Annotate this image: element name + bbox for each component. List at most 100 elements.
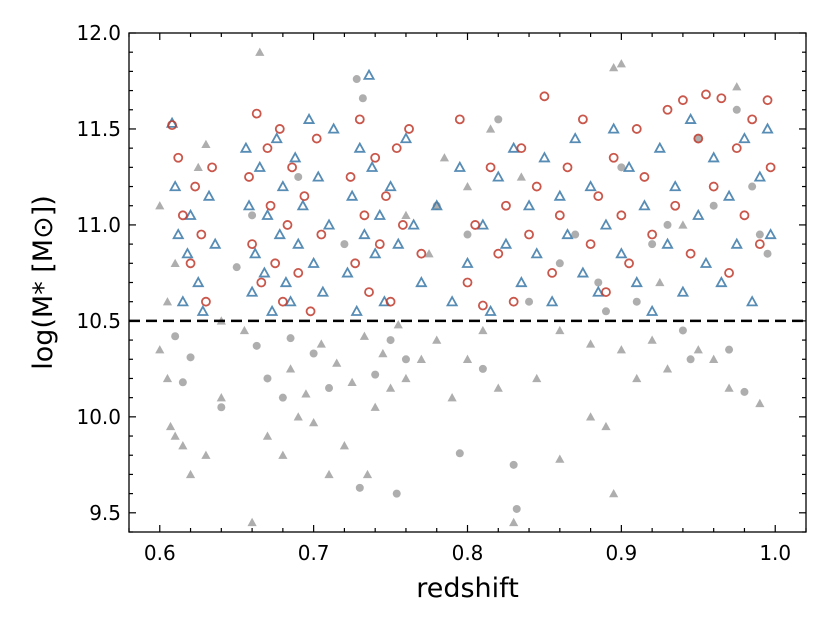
point-red-circle-open-45	[516, 143, 527, 154]
point-blue-triangle-open-30	[322, 218, 336, 230]
point-blue-triangle-open-55	[507, 141, 520, 153]
point-gray-triangle-filled-20	[416, 354, 426, 363]
point-gray-triangle-filled-17	[370, 402, 380, 411]
point-gray-triangle-filled-14	[324, 469, 334, 479]
point-blue-triangle-open-83	[722, 189, 736, 201]
point-gray-triangle-filled-63	[439, 153, 450, 162]
point-red-circle-open-3	[185, 258, 196, 269]
point-red-circle-open-42	[493, 248, 504, 259]
point-blue-triangle-open-88	[761, 122, 774, 134]
point-gray-circle-filled-3	[217, 403, 226, 412]
point-red-circle-open-2	[177, 210, 188, 221]
point-blue-triangle-open-34	[350, 304, 363, 316]
point-gray-triangle-filled-2	[162, 373, 173, 383]
point-gray-triangle-filled-21	[432, 335, 442, 344]
point-gray-triangle-filled-35	[693, 345, 703, 354]
point-blue-triangle-open-56	[515, 276, 528, 288]
point-gray-circle-filled-26	[617, 163, 626, 172]
point-gray-circle-filled-5	[263, 374, 272, 383]
point-red-circle-open-13	[265, 200, 276, 211]
point-blue-triangle-open-21	[279, 276, 293, 288]
point-gray-circle-filled-32	[725, 345, 734, 354]
point-red-circle-open-7	[207, 162, 217, 173]
point-red-circle-open-36	[416, 248, 427, 259]
point-gray-circle-filled-0	[171, 332, 180, 341]
point-gray-circle-filled-21	[478, 364, 487, 373]
point-blue-triangle-open-20	[276, 180, 289, 192]
point-red-circle-open-54	[593, 191, 604, 202]
point-blue-triangle-open-81	[707, 151, 720, 163]
y-axis-label: log(M* [M⊙])	[28, 195, 59, 370]
point-blue-triangle-open-62	[561, 228, 574, 240]
point-red-circle-open-33	[391, 143, 402, 154]
point-gray-circle-filled-33	[740, 387, 749, 396]
point-red-circle-open-34	[397, 220, 408, 230]
y-tick-label: 11.0	[76, 213, 121, 237]
point-blue-triangle-open-7	[196, 304, 209, 316]
point-red-circle-open-32	[385, 296, 396, 307]
point-gray-triangle-filled-12	[293, 412, 303, 421]
point-red-circle-open-5	[196, 229, 207, 240]
point-red-circle-open-55	[601, 287, 611, 297]
point-gray-circle-filled-4	[252, 341, 261, 350]
point-blue-triangle-open-44	[399, 132, 413, 144]
point-red-circle-open-18	[287, 162, 297, 173]
point-blue-triangle-open-46	[415, 276, 428, 288]
point-gray-circle-filled-23	[555, 259, 564, 268]
point-blue-triangle-open-49	[453, 160, 466, 172]
point-gray-circle-filled-37	[248, 211, 257, 220]
point-blue-triangle-open-79	[692, 208, 705, 220]
point-blue-triangle-open-8	[202, 189, 216, 201]
point-red-circle-open-47	[531, 181, 542, 192]
point-red-circle-open-31	[381, 191, 391, 202]
point-gray-circle-filled-42	[463, 230, 472, 239]
point-gray-triangle-filled-50	[378, 348, 388, 358]
point-gray-triangle-filled-47	[332, 358, 342, 367]
point-gray-triangle-filled-37	[724, 383, 734, 392]
point-blue-triangle-open-11	[242, 199, 256, 211]
point-gray-circle-filled-15	[386, 336, 395, 345]
point-gray-triangle-filled-66	[401, 210, 411, 220]
point-red-circle-open-66	[693, 133, 704, 144]
point-gray-circle-filled-35	[755, 230, 764, 239]
point-red-circle-open-43	[501, 200, 511, 211]
point-red-circle-open-11	[256, 277, 267, 288]
point-gray-triangle-filled-15	[339, 441, 350, 450]
point-blue-triangle-open-61	[553, 189, 566, 201]
point-blue-triangle-open-42	[384, 180, 397, 192]
point-gray-triangle-filled-16	[362, 469, 373, 479]
point-gray-circle-filled-20	[494, 115, 503, 124]
point-red-circle-open-21	[305, 306, 316, 317]
point-gray-circle-filled-30	[686, 355, 695, 364]
point-gray-circle-filled-22	[525, 297, 534, 306]
point-blue-triangle-open-25	[296, 199, 309, 211]
y-tick-label: 10.5	[76, 309, 121, 333]
point-blue-triangle-open-80	[699, 256, 713, 268]
point-blue-triangle-open-84	[730, 237, 743, 249]
point-gray-triangle-filled-23	[462, 354, 473, 363]
point-blue-triangle-open-6	[192, 276, 205, 288]
point-blue-triangle-open-9	[209, 237, 222, 249]
point-blue-triangle-open-77	[676, 285, 690, 297]
point-red-circle-open-17	[282, 220, 293, 230]
point-blue-triangle-open-38	[365, 160, 379, 172]
point-gray-circle-filled-10	[352, 75, 361, 84]
point-red-circle-open-37	[454, 114, 465, 125]
point-gray-triangle-filled-48	[347, 377, 357, 386]
point-blue-triangle-open-54	[499, 237, 513, 249]
point-red-circle-open-4	[190, 181, 201, 192]
point-red-circle-open-44	[508, 296, 519, 307]
point-gray-circle-filled-6	[278, 393, 287, 402]
point-red-circle-open-51	[562, 162, 573, 173]
point-blue-triangle-open-70	[622, 160, 636, 172]
point-blue-triangle-open-4	[181, 247, 194, 259]
point-gray-circle-filled-27	[648, 240, 657, 249]
point-red-circle-open-57	[616, 210, 627, 221]
point-red-circle-open-25	[350, 258, 361, 269]
point-gray-circle-filled-16	[401, 355, 410, 364]
point-blue-triangle-open-66	[592, 285, 605, 297]
point-gray-triangle-filled-19	[401, 373, 411, 383]
point-red-circle-open-15	[274, 124, 285, 134]
point-gray-triangle-filled-44	[285, 364, 296, 373]
